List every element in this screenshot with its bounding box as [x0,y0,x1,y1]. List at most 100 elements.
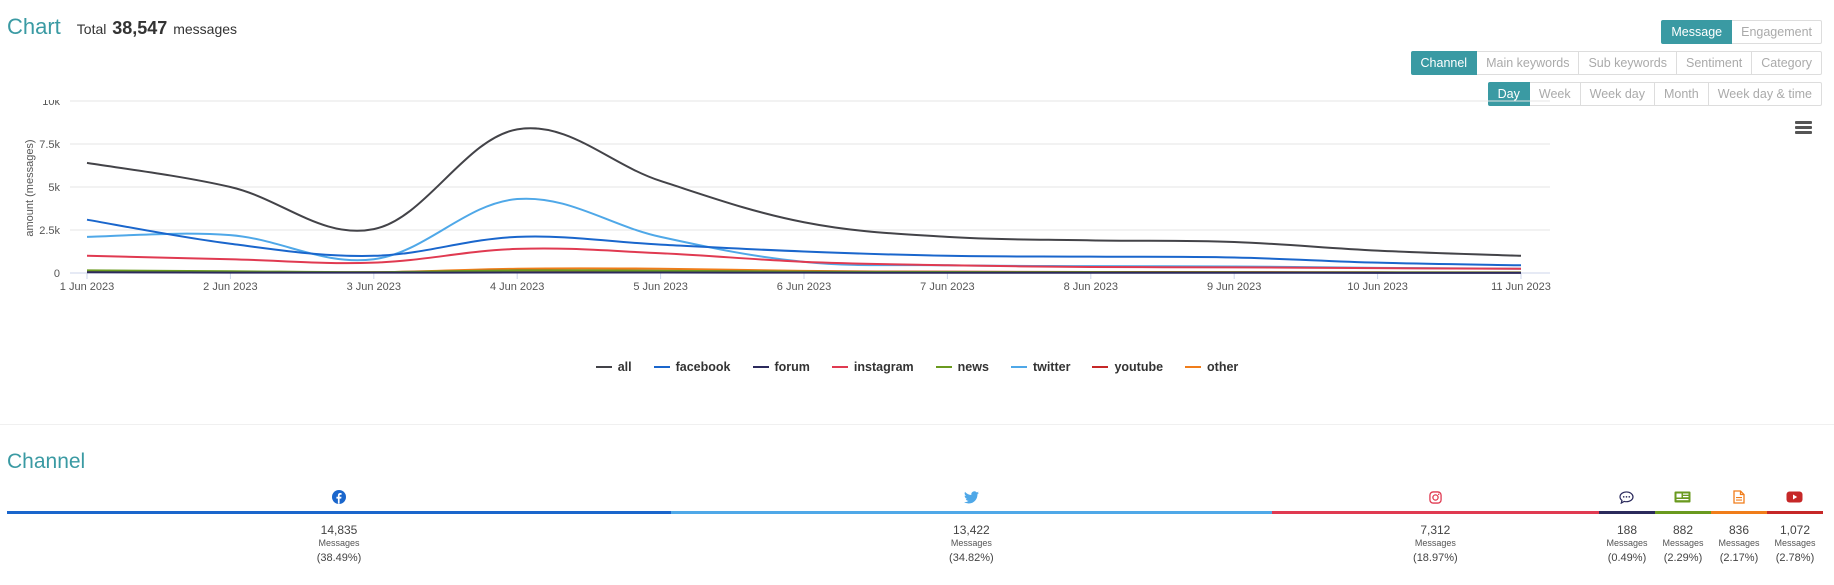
x-tick-label: 7 Jun 2023 [920,281,974,293]
x-tick-label: 5 Jun 2023 [633,281,687,293]
channel-count: 882 [1672,523,1693,537]
legend-label: other [1207,360,1239,374]
total-suffix: messages [173,21,238,37]
channel-count-label: Messages [1606,538,1648,548]
series-layer [86,127,1522,274]
legend-item-forum[interactable]: forum [752,360,810,374]
channel-percent: (2.17%) [1719,552,1759,564]
channel-count-label: Messages [1414,538,1456,548]
channel-item-youtube[interactable]: 1,072 Messages (2.78%) [1766,485,1823,564]
y-tick-label: 10k [42,100,60,108]
time-button-week-day[interactable]: Week day [1580,82,1655,106]
legend-item-all[interactable]: all [595,360,632,374]
dimension-button-main-keywords[interactable]: Main keywords [1477,51,1580,75]
channel-count: 13,422 [953,523,990,537]
time-granularity-toggle: Day Week Week day Month Week day & time [1487,82,1822,106]
series-line-instagram[interactable] [86,247,1522,270]
channel-count: 7,312 [1420,523,1451,537]
x-tick-label: 4 Jun 2023 [490,281,544,293]
legend-item-news[interactable]: news [935,360,989,374]
time-button-day[interactable]: Day [1487,82,1530,106]
legend-label: instagram [853,360,914,374]
legend-item-facebook[interactable]: facebook [653,360,731,374]
legend-swatch [1185,366,1202,368]
channel-section-title: Channel [7,450,86,473]
section-divider [0,424,1834,425]
legend-label: youtube [1114,360,1164,374]
series-line-facebook[interactable] [86,218,1522,267]
total-prefix: Total [76,21,107,37]
channel-percent: (2.78%) [1775,552,1815,564]
channel-share-bar [7,511,672,514]
channel-item-instagram[interactable]: 7,312 Messages (18.97%) [1271,485,1599,564]
channel-item-forum[interactable]: 188 Messages (0.49%) [1598,485,1655,564]
channel-item-other[interactable]: 836 Messages (2.17%) [1710,485,1767,564]
channel-item-twitter[interactable]: 13,422 Messages (34.82%) [671,485,1272,564]
mode-button-engagement[interactable]: Engagement [1732,20,1822,44]
total-value: 38,547 [112,18,168,38]
channel-percent: (2.29%) [1663,552,1703,564]
other-icon [1733,485,1745,509]
line-chart: 0 2.5k 5k 7.5k 10k 1 Jun 2023 2 Jun 2023 3 Jun … [24,100,1551,293]
channel-count-label: Messages [1662,538,1704,548]
dimension-button-sentiment[interactable]: Sentiment [1676,51,1753,75]
legend-swatch [831,366,848,368]
legend-item-instagram[interactable]: instagram [831,360,914,374]
chart-legend: all facebook forum instagram news twitter yout… [0,360,1834,374]
youtube-icon [1786,485,1803,509]
x-tick-label: 3 Jun 2023 [347,281,401,293]
channel-item-news[interactable]: 882 Messages (2.29%) [1654,485,1711,564]
legend-swatch [653,366,670,368]
axis-layer: 0 2.5k 5k 7.5k 10k 1 Jun 2023 2 Jun 2023 3 Jun … [39,100,1551,293]
channel-count: 1,072 [1779,523,1810,537]
legend-item-twitter[interactable]: twitter [1010,360,1070,374]
x-tick-label: 1 Jun 2023 [60,281,114,293]
channel-share-bar [1766,511,1823,514]
channel-share-bar [1654,511,1711,514]
series-line-forum[interactable] [86,271,1522,274]
y-axis-label: amount (messages) [24,139,36,236]
channel-share-bar [1598,511,1655,514]
time-button-week[interactable]: Week [1529,82,1581,106]
legend-swatch [595,366,612,368]
mode-button-message[interactable]: Message [1661,20,1733,44]
legend-swatch [752,366,769,368]
channel-count: 836 [1728,523,1749,537]
channel-percent: (0.49%) [1607,552,1647,564]
chart-menu-icon[interactable] [1795,121,1812,135]
facebook-icon [332,485,346,509]
channel-share-bar [1710,511,1767,514]
x-tick-label: 2 Jun 2023 [203,281,257,293]
y-tick-label: 2.5k [39,225,60,237]
x-tick-label: 6 Jun 2023 [777,281,831,293]
x-tick-label: 9 Jun 2023 [1207,281,1261,293]
chart-title: Chart [7,14,61,39]
instagram-icon [1429,485,1442,509]
channel-item-facebook[interactable]: 14,835 Messages (38.49%) [7,485,672,564]
channel-count: 14,835 [320,523,358,537]
legend-item-youtube[interactable]: youtube [1092,360,1163,374]
dimension-button-channel[interactable]: Channel [1410,51,1478,75]
y-tick-label: 0 [54,268,60,280]
series-line-all[interactable] [86,127,1522,257]
dimension-toggle: Channel Main keywords Sub keywords Senti… [1410,51,1822,75]
time-button-month[interactable]: Month [1654,82,1709,106]
dimension-button-category[interactable]: Category [1752,51,1822,75]
legend-label: facebook [675,360,731,374]
legend-label: forum [774,360,810,374]
legend-item-other[interactable]: other [1185,360,1238,374]
channel-count-label: Messages [318,538,360,548]
time-button-week-day-time[interactable]: Week day & time [1708,82,1822,106]
channel-count-label: Messages [950,538,992,548]
channel-share-bar [1271,511,1599,514]
mode-toggle: Message Engagement [1661,20,1822,44]
legend-swatch [935,366,952,368]
y-tick-label: 7.5k [39,139,60,151]
dimension-button-sub-keywords[interactable]: Sub keywords [1579,51,1677,75]
x-tick-label: 10 Jun 2023 [1347,281,1408,293]
channel-percent: (34.82%) [949,552,994,564]
total-messages: Total 38,547 messages [77,18,237,39]
series-line-twitter[interactable] [86,197,1522,270]
channel-count: 188 [1616,523,1637,537]
channel-breakdown: 14,835 Messages (38.49%) 13,422 Messages (34.… [7,485,1823,564]
